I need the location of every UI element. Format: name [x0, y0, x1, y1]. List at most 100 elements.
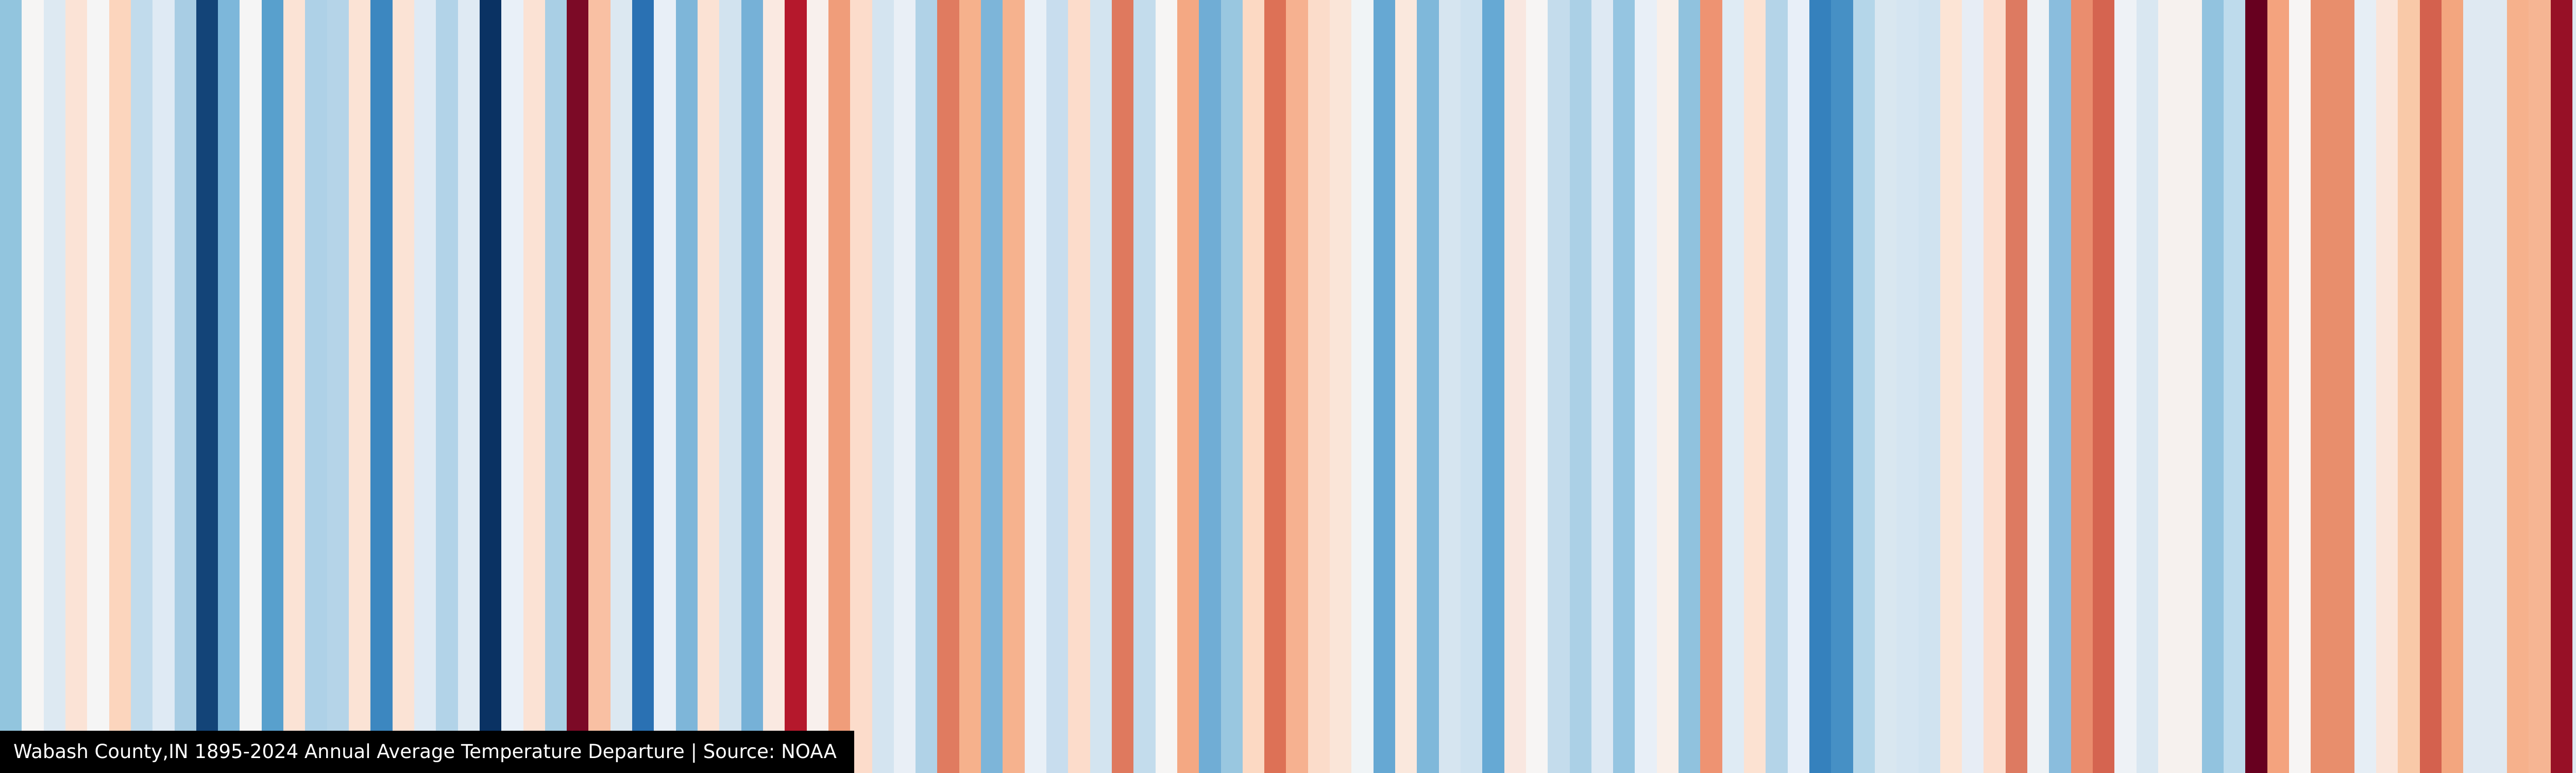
stripe-2009	[2485, 0, 2507, 773]
stripe-1954	[1286, 0, 1308, 773]
stripe-1925	[654, 0, 676, 773]
stripe-1958	[1373, 0, 1395, 773]
stripe-1996	[2201, 0, 2224, 773]
stripe-1975	[1744, 0, 1766, 773]
stripe-1959	[1395, 0, 1417, 773]
stripe-1929	[741, 0, 763, 773]
stripe-1938	[937, 0, 959, 773]
stripe-2010	[2506, 0, 2529, 773]
stripe-1939	[959, 0, 981, 773]
stripe-2001	[2311, 0, 2333, 773]
stripe-1985	[1962, 0, 1984, 773]
stripe-1915	[436, 0, 458, 773]
stripe-1972	[1679, 0, 1701, 773]
stripe-1899	[87, 0, 109, 773]
stripe-1987	[2005, 0, 2028, 773]
stripe-1923	[610, 0, 633, 773]
stripe-2002	[2332, 0, 2354, 773]
stripe-1994	[2158, 0, 2180, 773]
stripe-1918	[501, 0, 523, 773]
stripe-1955	[1308, 0, 1330, 773]
stripe-1931	[785, 0, 807, 773]
stripe-1976	[1766, 0, 1788, 773]
stripe-1948	[1155, 0, 1177, 773]
stripe-1936	[893, 0, 916, 773]
stripe-1947	[1133, 0, 1156, 773]
stripe-1935	[872, 0, 894, 773]
stripe-1970	[1635, 0, 1657, 773]
stripe-1977	[1787, 0, 1809, 773]
stripe-1942	[1024, 0, 1046, 773]
stripe-1974	[1722, 0, 1744, 773]
stripe-1932	[806, 0, 828, 773]
stripe-1933	[828, 0, 851, 773]
stripe-2005	[2398, 0, 2420, 773]
stripe-1898	[65, 0, 88, 773]
stripe-1904	[196, 0, 218, 773]
stripe-1973	[1700, 0, 1722, 773]
stripe-1979	[1831, 0, 1853, 773]
stripe-2003	[2354, 0, 2377, 773]
stripe-1928	[719, 0, 741, 773]
stripe-1941	[1003, 0, 1025, 773]
stripe-1910	[327, 0, 349, 773]
stripe-1983	[1918, 0, 1940, 773]
stripe-1986	[1984, 0, 2006, 773]
stripe-2011	[2529, 0, 2551, 773]
stripe-1906	[240, 0, 262, 773]
stripe-1917	[479, 0, 502, 773]
stripe-1950	[1199, 0, 1221, 773]
stripe-1914	[414, 0, 436, 773]
stripe-1953	[1264, 0, 1286, 773]
stripe-1951	[1221, 0, 1243, 773]
stripe-2000	[2289, 0, 2311, 773]
stripe-1989	[2049, 0, 2071, 773]
stripe-1945	[1090, 0, 1112, 773]
stripe-1909	[305, 0, 327, 773]
stripe-1992	[2114, 0, 2137, 773]
stripe-2008	[2463, 0, 2485, 773]
stripe-1993	[2136, 0, 2158, 773]
stripe-1913	[392, 0, 414, 773]
stripe-2006	[2419, 0, 2442, 773]
stripe-1966	[1548, 0, 1570, 773]
stripe-1998	[2245, 0, 2267, 773]
stripe-1963	[1482, 0, 1504, 773]
stripe-1960	[1417, 0, 1439, 773]
stripe-1981	[1874, 0, 1897, 773]
stripe-1980	[1853, 0, 1875, 773]
stripe-1984	[1940, 0, 1962, 773]
stripe-2007	[2442, 0, 2464, 773]
stripe-1957	[1351, 0, 1374, 773]
stripe-1962	[1460, 0, 1483, 773]
stripe-1926	[675, 0, 698, 773]
stripe-1897	[43, 0, 65, 773]
stripe-1937	[916, 0, 938, 773]
stripe-1901	[130, 0, 153, 773]
stripe-1949	[1177, 0, 1199, 773]
stripe-1905	[218, 0, 240, 773]
stripe-1896	[22, 0, 44, 773]
stripe-1969	[1613, 0, 1635, 773]
stripe-1934	[850, 0, 872, 773]
chart-caption: Wabash County,IN 1895-2024 Annual Averag…	[0, 731, 854, 773]
stripe-1940	[981, 0, 1003, 773]
stripe-1978	[1809, 0, 1832, 773]
stripe-1895	[0, 0, 22, 773]
stripe-2004	[2376, 0, 2398, 773]
stripe-1930	[762, 0, 785, 773]
stripe-1999	[2267, 0, 2289, 773]
stripe-1943	[1046, 0, 1069, 773]
stripe-1908	[283, 0, 306, 773]
stripe-2012	[2550, 0, 2572, 773]
stripe-1991	[2093, 0, 2115, 773]
stripe-1946	[1111, 0, 1134, 773]
stripe-1964	[1504, 0, 1526, 773]
stripe-1900	[109, 0, 131, 773]
stripe-1912	[370, 0, 393, 773]
stripe-1902	[152, 0, 175, 773]
stripe-1911	[349, 0, 371, 773]
stripe-1907	[261, 0, 284, 773]
stripe-1990	[2071, 0, 2093, 773]
